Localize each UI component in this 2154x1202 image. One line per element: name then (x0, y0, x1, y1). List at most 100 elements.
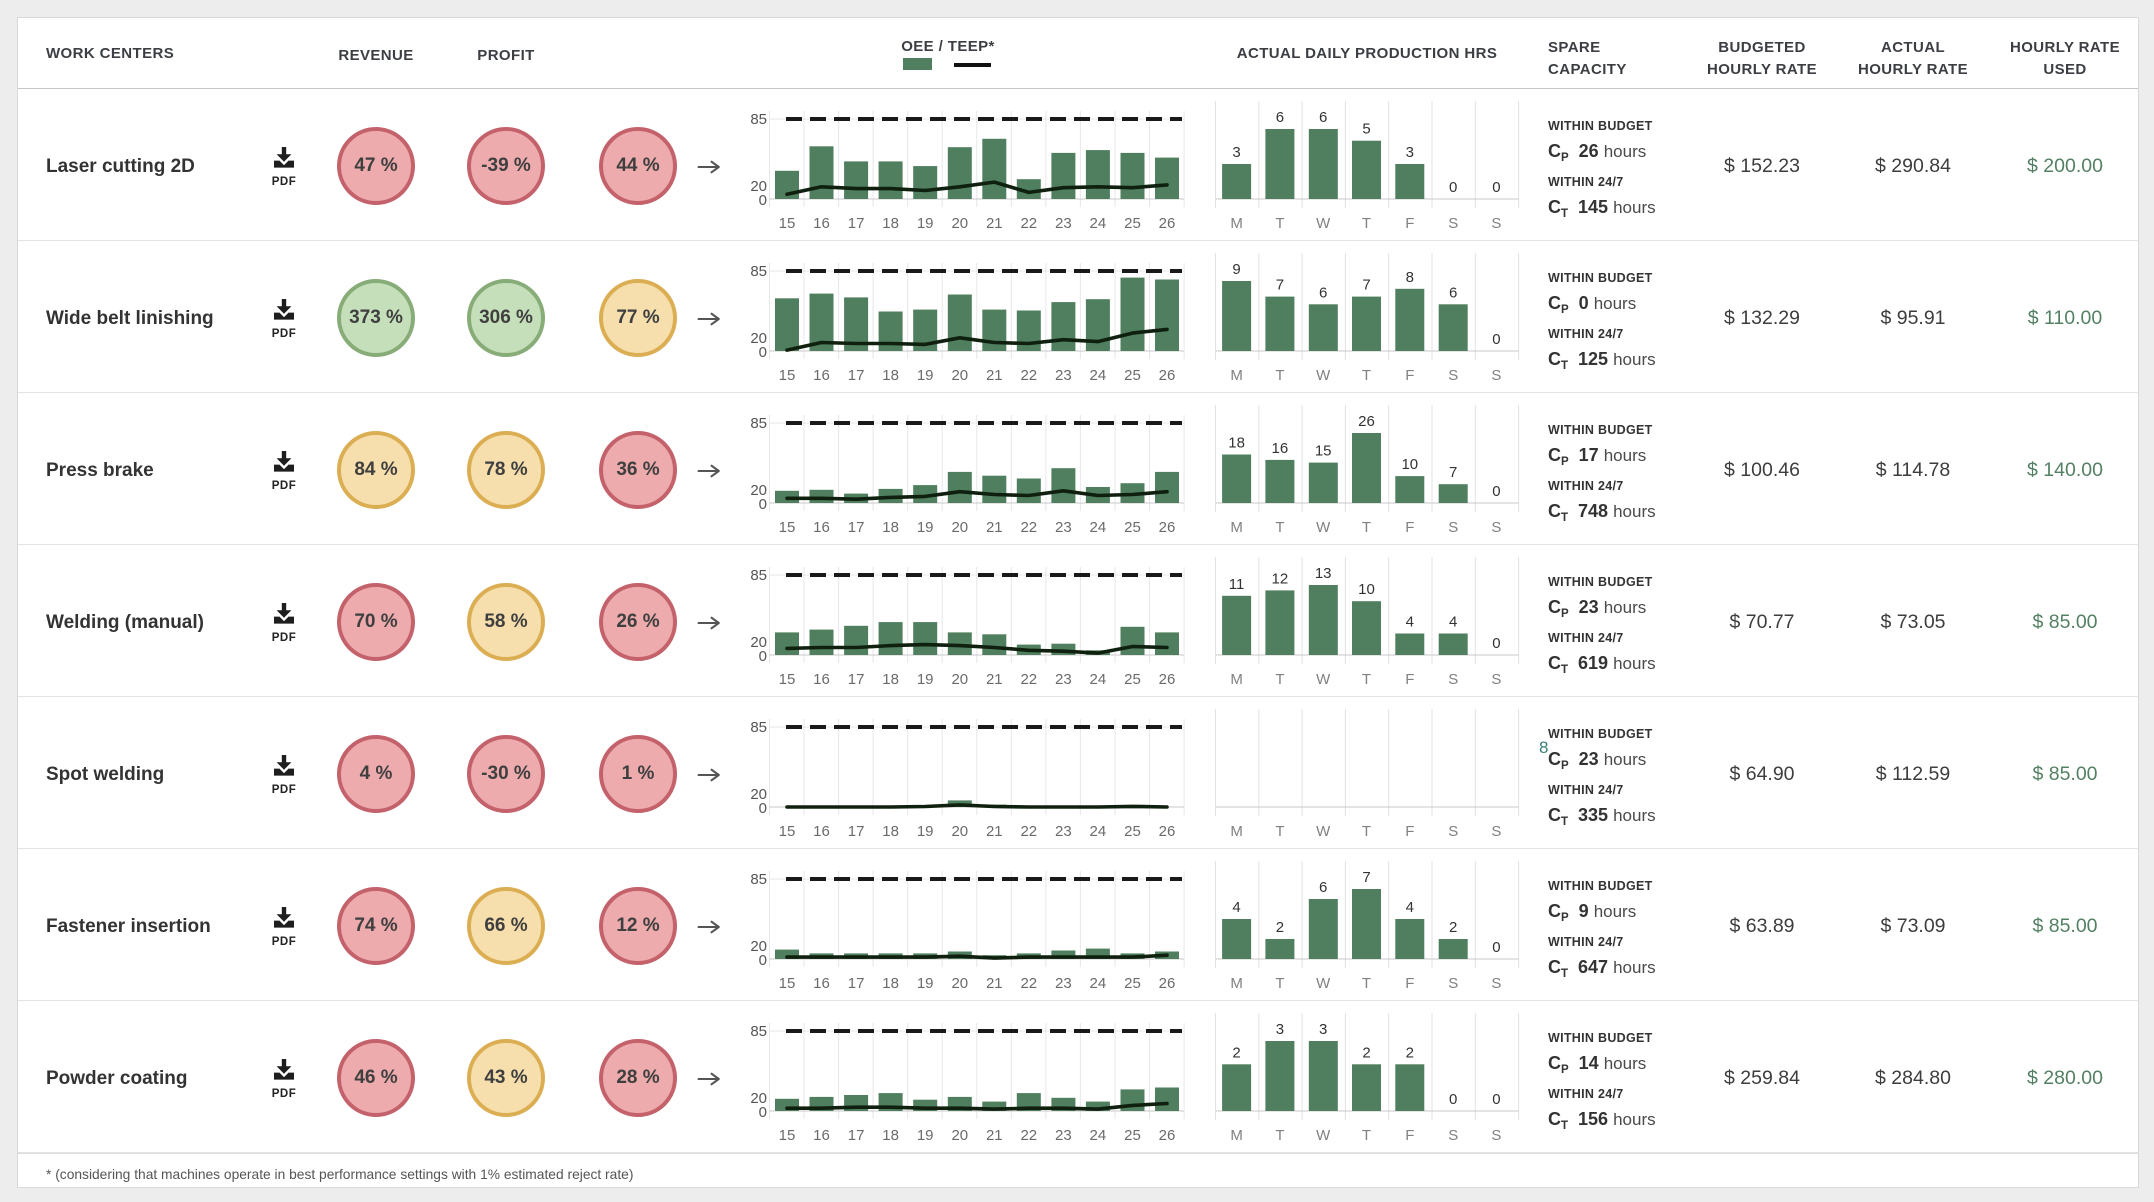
svg-text:4: 4 (1406, 899, 1414, 916)
svg-text:2: 2 (1232, 1044, 1240, 1061)
svg-text:4: 4 (1406, 614, 1414, 631)
svg-text:15: 15 (779, 215, 796, 232)
svg-text:21: 21 (986, 215, 1003, 232)
svg-text:3: 3 (1406, 144, 1414, 161)
svg-text:M: M (1230, 1127, 1243, 1144)
svg-text:0: 0 (759, 344, 767, 361)
svg-text:13: 13 (1315, 565, 1332, 582)
svg-text:20: 20 (750, 786, 767, 803)
svg-text:S: S (1491, 519, 1501, 536)
svg-text:20: 20 (951, 519, 968, 536)
svg-text:85: 85 (750, 719, 767, 736)
svg-text:20: 20 (951, 671, 968, 688)
svg-text:W: W (1316, 671, 1331, 688)
svg-text:17: 17 (848, 519, 865, 536)
svg-text:11: 11 (1229, 576, 1245, 593)
svg-text:T: T (1275, 519, 1284, 536)
svg-text:0: 0 (1492, 331, 1500, 348)
svg-text:20: 20 (750, 330, 767, 347)
svg-text:20: 20 (750, 634, 767, 651)
svg-text:F: F (1405, 1127, 1414, 1144)
svg-text:21: 21 (986, 671, 1003, 688)
svg-text:M: M (1230, 975, 1243, 992)
svg-text:22: 22 (1020, 975, 1037, 992)
svg-text:17: 17 (848, 671, 865, 688)
svg-text:T: T (1275, 367, 1284, 384)
svg-text:0: 0 (759, 1104, 767, 1121)
svg-text:23: 23 (1055, 519, 1072, 536)
svg-text:F: F (1405, 823, 1414, 840)
svg-text:16: 16 (813, 823, 830, 840)
svg-text:20: 20 (750, 178, 767, 195)
svg-text:4: 4 (1232, 899, 1240, 916)
svg-text:20: 20 (750, 1090, 767, 1107)
svg-text:22: 22 (1020, 671, 1037, 688)
svg-text:18: 18 (882, 1127, 899, 1144)
svg-text:T: T (1275, 215, 1284, 232)
svg-text:24: 24 (1090, 519, 1107, 536)
svg-text:26: 26 (1159, 1127, 1176, 1144)
svg-text:8: 8 (1406, 269, 1414, 286)
svg-text:0: 0 (1492, 179, 1500, 196)
svg-text:M: M (1230, 367, 1243, 384)
svg-text:25: 25 (1124, 215, 1141, 232)
svg-text:3: 3 (1232, 144, 1240, 161)
svg-text:2: 2 (1362, 1044, 1370, 1061)
svg-text:18: 18 (882, 367, 899, 384)
svg-text:85: 85 (750, 567, 767, 584)
svg-text:0: 0 (759, 192, 767, 209)
svg-text:T: T (1362, 1127, 1371, 1144)
svg-text:M: M (1230, 215, 1243, 232)
svg-text:16: 16 (813, 671, 830, 688)
svg-text:12: 12 (1272, 570, 1289, 587)
svg-text:S: S (1491, 975, 1501, 992)
svg-text:W: W (1316, 823, 1331, 840)
svg-text:2: 2 (1449, 919, 1457, 936)
svg-text:24: 24 (1090, 215, 1107, 232)
svg-text:21: 21 (986, 519, 1003, 536)
svg-text:15: 15 (779, 975, 796, 992)
svg-text:22: 22 (1020, 519, 1037, 536)
svg-text:0: 0 (1492, 483, 1500, 500)
svg-text:S: S (1448, 823, 1458, 840)
svg-text:10: 10 (1358, 581, 1375, 598)
svg-text:T: T (1275, 1127, 1284, 1144)
svg-text:W: W (1316, 367, 1331, 384)
svg-text:F: F (1405, 215, 1414, 232)
svg-text:0: 0 (759, 952, 767, 969)
svg-text:24: 24 (1090, 671, 1107, 688)
svg-text:26: 26 (1159, 823, 1176, 840)
svg-text:19: 19 (917, 1127, 934, 1144)
svg-text:9: 9 (1232, 261, 1240, 278)
svg-text:T: T (1362, 519, 1371, 536)
svg-text:17: 17 (848, 1127, 865, 1144)
svg-text:18: 18 (882, 519, 899, 536)
svg-text:23: 23 (1055, 671, 1072, 688)
svg-text:25: 25 (1124, 1127, 1141, 1144)
svg-text:15: 15 (779, 671, 796, 688)
svg-text:25: 25 (1124, 519, 1141, 536)
svg-text:6: 6 (1319, 109, 1327, 126)
svg-text:0: 0 (1492, 1091, 1500, 1108)
svg-text:S: S (1491, 823, 1501, 840)
svg-text:20: 20 (951, 215, 968, 232)
svg-text:15: 15 (779, 823, 796, 840)
svg-text:6: 6 (1276, 109, 1284, 126)
svg-text:T: T (1362, 823, 1371, 840)
svg-text:F: F (1405, 519, 1414, 536)
svg-text:T: T (1275, 823, 1284, 840)
svg-text:S: S (1491, 671, 1501, 688)
svg-text:20: 20 (951, 975, 968, 992)
svg-text:20: 20 (951, 823, 968, 840)
svg-text:16: 16 (813, 215, 830, 232)
svg-text:S: S (1448, 215, 1458, 232)
svg-text:T: T (1275, 975, 1284, 992)
svg-text:24: 24 (1090, 975, 1107, 992)
svg-text:S: S (1448, 671, 1458, 688)
svg-text:6: 6 (1319, 284, 1327, 301)
svg-text:0: 0 (1492, 635, 1500, 652)
svg-text:F: F (1405, 367, 1414, 384)
svg-text:21: 21 (986, 1127, 1003, 1144)
svg-text:T: T (1362, 215, 1371, 232)
svg-text:W: W (1316, 519, 1331, 536)
